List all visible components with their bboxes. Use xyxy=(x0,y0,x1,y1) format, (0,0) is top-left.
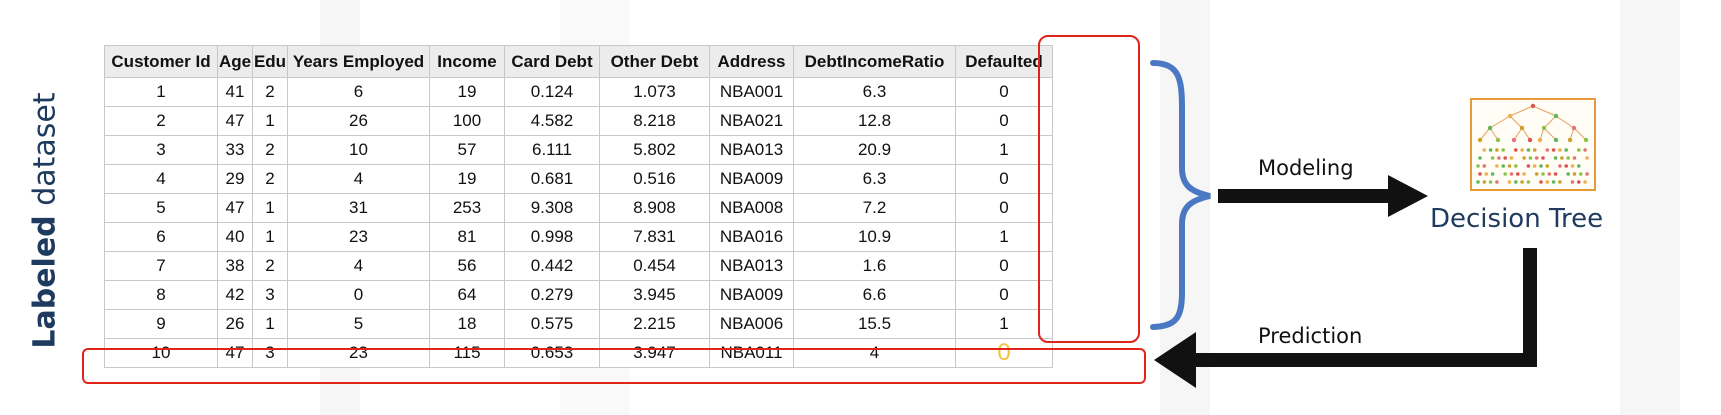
table-cell: NBA016 xyxy=(709,222,794,252)
table-cell: NBA013 xyxy=(709,135,794,165)
column-header: Income xyxy=(429,45,505,78)
new-customer-row: 10 47 3 23 115 0.653 3.947 NBA011 4 0 xyxy=(104,338,1053,368)
table-cell: 5.802 xyxy=(599,135,710,165)
table-cell: 2.215 xyxy=(599,309,710,339)
table-cell: 64 xyxy=(429,280,505,310)
defaulted-column-highlight xyxy=(1038,35,1140,343)
table-cell: 1.073 xyxy=(599,77,710,107)
column-header: Address xyxy=(709,45,794,78)
table-cell: 3 xyxy=(252,338,288,368)
table-cell: NBA008 xyxy=(709,193,794,223)
table-cell: 0.998 xyxy=(504,222,600,252)
table-cell: 0.454 xyxy=(599,251,710,281)
table-cell: 4 xyxy=(793,338,956,368)
labeled-dataset-table: Customer Id Age Edu Years Employed Income Car… xyxy=(104,45,1053,368)
table-cell: 2 xyxy=(252,164,288,194)
table-cell: 0.575 xyxy=(504,309,600,339)
table-cell: 56 xyxy=(429,251,505,281)
column-header: Customer Id xyxy=(104,45,218,78)
table-cell: 8 xyxy=(104,280,218,310)
table-cell: 3 xyxy=(252,280,288,310)
predicted-defaulted-value: 0 xyxy=(955,338,1053,368)
table-cell: 2 xyxy=(252,251,288,281)
prediction-arrow xyxy=(1154,248,1537,388)
table-cell: 81 xyxy=(429,222,505,252)
table-cell: 1 xyxy=(104,77,218,107)
column-header: Card Debt xyxy=(504,45,600,78)
table-cell: 8.218 xyxy=(599,106,710,136)
table-cell: NBA009 xyxy=(709,164,794,194)
table-row: 3 33 2 10 57 6.111 5.802 NBA013 20.9 1 xyxy=(104,135,1053,165)
table-cell: 0 xyxy=(955,77,1053,107)
training-data-brace xyxy=(1150,60,1211,330)
column-header: Years Employed xyxy=(287,45,430,78)
column-header: Other Debt xyxy=(599,45,710,78)
table-cell: 42 xyxy=(217,280,253,310)
column-header: Age xyxy=(217,45,253,78)
table-cell: 3.947 xyxy=(599,338,710,368)
table-cell: 10 xyxy=(104,338,218,368)
table-cell: 0.653 xyxy=(504,338,600,368)
table-cell: 6.111 xyxy=(504,135,600,165)
modeling-arrow xyxy=(1218,175,1428,217)
table-header-row: Customer Id Age Edu Years Employed Income Car… xyxy=(104,45,1053,78)
table-cell: 100 xyxy=(429,106,505,136)
new-customer-row-highlight xyxy=(82,348,1146,384)
table-cell: 33 xyxy=(217,135,253,165)
table-cell: 10.9 xyxy=(793,222,956,252)
table-row: 9 26 1 5 18 0.575 2.215 NBA006 15.5 1 xyxy=(104,309,1053,339)
table-cell: 0 xyxy=(955,251,1053,281)
table-cell: 12.8 xyxy=(793,106,956,136)
table-cell: 5 xyxy=(104,193,218,223)
table-row: 5 47 1 31 253 9.308 8.908 NBA008 7.2 0 xyxy=(104,193,1053,223)
table-cell: NBA013 xyxy=(709,251,794,281)
table-cell: 23 xyxy=(287,222,430,252)
table-cell: 19 xyxy=(429,77,505,107)
table-cell: 26 xyxy=(287,106,430,136)
table-cell: 0 xyxy=(955,193,1053,223)
table-cell: 29 xyxy=(217,164,253,194)
table-cell: 6 xyxy=(104,222,218,252)
table-cell: 1.6 xyxy=(793,251,956,281)
decision-tree-label: Decision Tree xyxy=(1430,204,1604,234)
table-cell: 8.908 xyxy=(599,193,710,223)
table-cell: 0.681 xyxy=(504,164,600,194)
decision-tree-icon xyxy=(1470,98,1596,191)
column-header: DebtIncomeRatio xyxy=(793,45,956,78)
prediction-label: Prediction xyxy=(1258,324,1363,348)
modeling-label: Modeling xyxy=(1258,156,1354,180)
table-cell: 23 xyxy=(287,338,430,368)
table-cell: 253 xyxy=(429,193,505,223)
column-header: Defaulted xyxy=(955,45,1053,78)
table-cell: 1 xyxy=(252,106,288,136)
table-cell: NBA009 xyxy=(709,280,794,310)
table-cell: 0 xyxy=(955,106,1053,136)
table-cell: 115 xyxy=(429,338,505,368)
table-cell: NBA011 xyxy=(709,338,794,368)
table-cell: 0 xyxy=(287,280,430,310)
table-cell: NBA006 xyxy=(709,309,794,339)
table-cell: 0.516 xyxy=(599,164,710,194)
table-cell: 5 xyxy=(287,309,430,339)
table-cell: 6 xyxy=(287,77,430,107)
table-cell: 38 xyxy=(217,251,253,281)
